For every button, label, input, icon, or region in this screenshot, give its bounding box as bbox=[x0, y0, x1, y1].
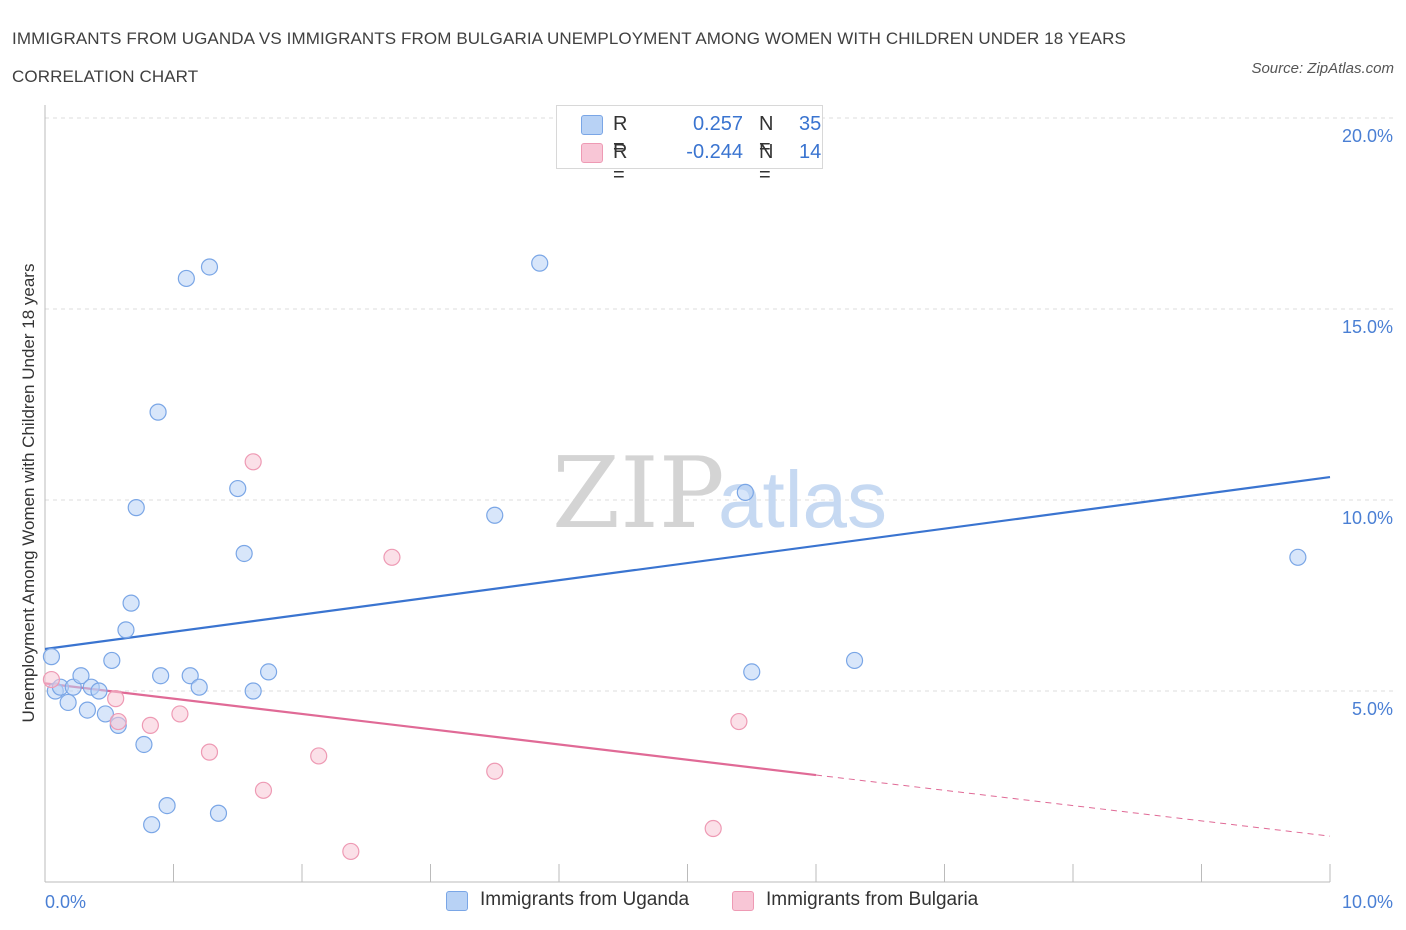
y-tick-label: 15.0% bbox=[1342, 317, 1393, 337]
uganda-point bbox=[736, 483, 754, 501]
source-label: Source: ZipAtlas.com bbox=[1251, 60, 1394, 77]
uganda-point bbox=[158, 796, 176, 815]
bulgaria-swatch bbox=[732, 891, 754, 911]
bulgaria-point bbox=[109, 712, 127, 731]
y-tick-label: 20.0% bbox=[1342, 126, 1393, 146]
bulgaria-point bbox=[200, 743, 219, 761]
uganda-point bbox=[190, 678, 208, 696]
uganda-point bbox=[42, 648, 61, 666]
uganda-point bbox=[149, 403, 167, 421]
bulgaria-point bbox=[254, 781, 273, 799]
bulgaria-point bbox=[383, 548, 401, 566]
axes bbox=[44, 105, 1331, 883]
y-tick-label: 5.0% bbox=[1352, 699, 1393, 719]
uganda-point bbox=[259, 663, 278, 681]
data-points bbox=[42, 254, 1307, 861]
uganda-point bbox=[486, 506, 504, 524]
uganda-point bbox=[235, 544, 253, 563]
x-tick-label: 10.0% bbox=[1342, 892, 1393, 912]
stats-legend: R = 0.257 N = 35 R = -0.244 N = 14 bbox=[556, 105, 823, 186]
uganda-point bbox=[200, 258, 219, 276]
bulgaria-point bbox=[141, 716, 159, 734]
r-value: 0.257 bbox=[692, 113, 743, 135]
bulgaria-point bbox=[730, 712, 748, 731]
uganda-point bbox=[209, 804, 228, 822]
r-label: R = bbox=[613, 113, 628, 158]
uganda-point bbox=[59, 693, 77, 712]
bulgaria-point bbox=[107, 690, 125, 708]
uganda-point bbox=[152, 667, 170, 685]
y-tick-label: 10.0% bbox=[1342, 508, 1393, 528]
uganda-point bbox=[72, 667, 90, 685]
uganda-swatch bbox=[581, 115, 603, 135]
legend-label: Immigrants from Uganda bbox=[480, 889, 690, 910]
uganda-point bbox=[229, 479, 247, 498]
n-label: N = bbox=[759, 113, 774, 158]
bulgaria-point bbox=[310, 747, 328, 765]
uganda-point bbox=[743, 663, 761, 681]
n-value: 35 bbox=[799, 113, 822, 135]
chart-title: IMMIGRANTS FROM UGANDA VS IMMIGRANTS FRO… bbox=[12, 29, 1126, 86]
bulgaria-point bbox=[244, 453, 262, 471]
uganda-point bbox=[845, 651, 864, 670]
uganda-point bbox=[244, 682, 262, 700]
uganda-point bbox=[531, 254, 549, 272]
axis-labels: 5.0% 10.0% 15.0% 20.0% 0.0% 10.0% Unemployment… bbox=[19, 126, 1393, 912]
uganda-point bbox=[143, 816, 161, 834]
bulgaria-point bbox=[704, 819, 722, 838]
r-label: R = bbox=[613, 141, 628, 186]
bulgaria-swatch bbox=[581, 143, 603, 163]
n-value: 14 bbox=[799, 141, 822, 163]
uganda-trend-line bbox=[44, 475, 1331, 651]
r-value: -0.244 bbox=[686, 141, 743, 163]
uganda-point bbox=[117, 621, 135, 639]
uganda-point bbox=[78, 701, 97, 719]
bulgaria-point bbox=[42, 670, 61, 689]
uganda-point bbox=[122, 594, 140, 612]
uganda-point bbox=[177, 269, 195, 288]
bulgaria-point bbox=[171, 705, 189, 723]
watermark: ZIP atlas bbox=[552, 437, 887, 551]
gridlines bbox=[45, 117, 1395, 692]
n-label: N = bbox=[759, 141, 774, 186]
uganda-point bbox=[127, 499, 145, 517]
uganda-point bbox=[103, 651, 121, 670]
uganda-swatch bbox=[446, 891, 468, 911]
uganda-point bbox=[181, 667, 199, 685]
watermark-zip: ZIP bbox=[552, 437, 725, 551]
legend-label: Immigrants from Bulgaria bbox=[766, 889, 979, 910]
uganda-point bbox=[135, 735, 153, 754]
trend-lines bbox=[44, 475, 1331, 837]
uganda-point bbox=[90, 682, 108, 700]
y-axis-label: Unemployment Among Women with Children U… bbox=[19, 264, 38, 723]
uganda-point bbox=[1289, 548, 1307, 566]
bulgaria-point bbox=[342, 842, 360, 861]
uganda-point bbox=[96, 705, 114, 723]
bulgaria-trend-extension bbox=[815, 774, 1331, 837]
x-tick-label: 0.0% bbox=[45, 892, 86, 912]
bulgaria-trend-line bbox=[44, 682, 817, 777]
bulgaria-point bbox=[486, 762, 504, 780]
